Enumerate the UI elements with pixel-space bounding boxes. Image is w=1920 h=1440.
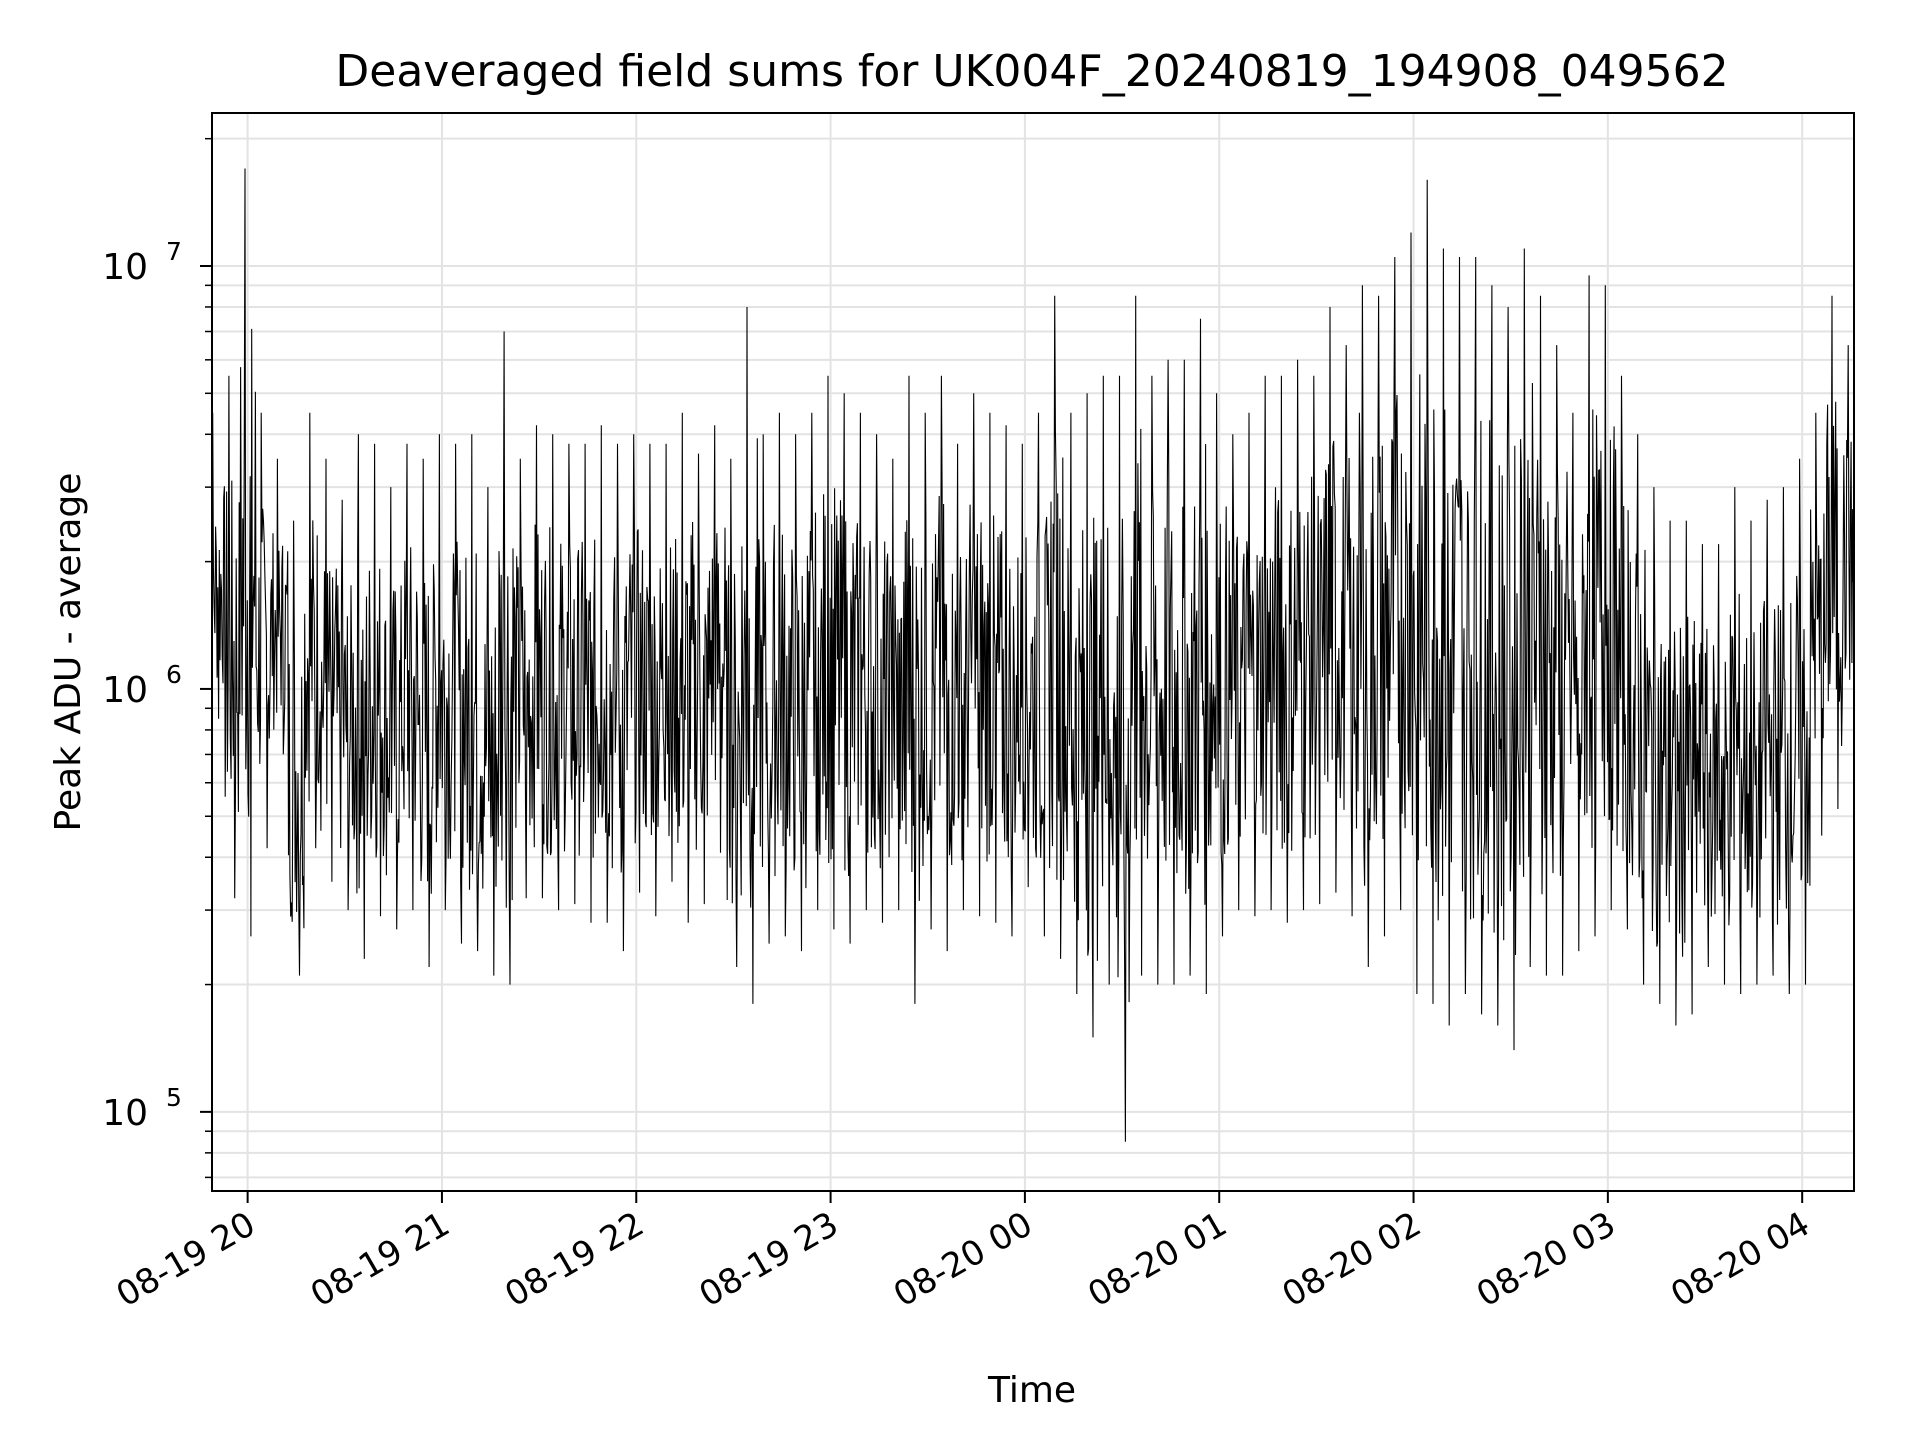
y-tick-base: 10 bbox=[102, 1093, 148, 1134]
y-tick-exponent: 7 bbox=[166, 237, 182, 266]
y-tick-label: 10 bbox=[102, 247, 148, 288]
y-axis-ticks: 10 5 10 6 10 7 bbox=[102, 137, 212, 1179]
y-tick-exponent: 6 bbox=[166, 660, 182, 689]
y-tick-label: 10 bbox=[102, 670, 148, 711]
y-tick-base: 10 bbox=[102, 247, 148, 288]
x-axis-label: Time bbox=[987, 1370, 1076, 1411]
y-tick-label: 10 bbox=[102, 1093, 148, 1134]
y-tick-exponent: 5 bbox=[166, 1083, 182, 1112]
y-axis-label: Peak ADU - average bbox=[48, 473, 89, 832]
series-line bbox=[212, 168, 1854, 1142]
axes-frame bbox=[211, 112, 1855, 1192]
series-layer bbox=[212, 168, 1854, 1142]
chart-title: Deaveraged field sums for UK004F_2024081… bbox=[335, 46, 1728, 97]
y-tick-base: 10 bbox=[102, 670, 148, 711]
